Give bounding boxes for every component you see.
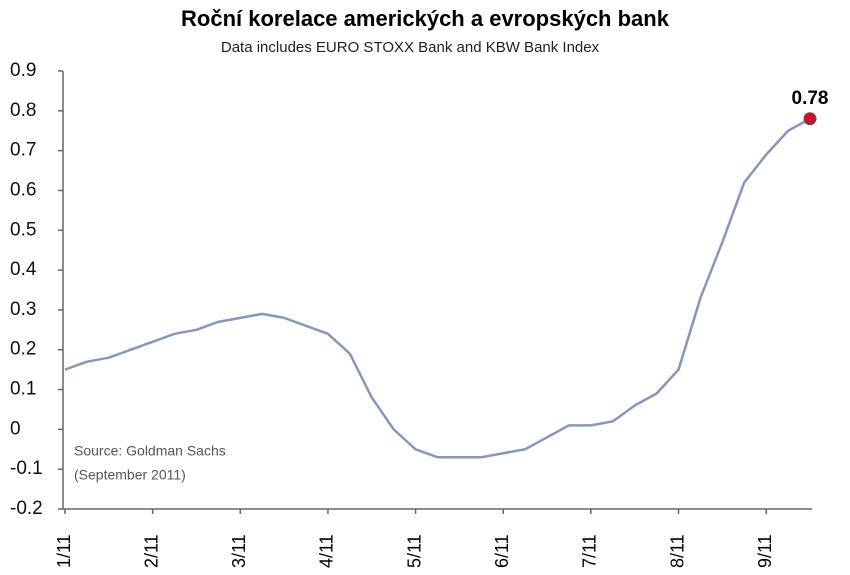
y-tick-label: 0.7 [10,140,36,161]
x-tick-label: 9/11 [755,534,775,568]
y-tick-label: 0.6 [10,179,36,200]
x-tick-label: 7/11 [580,534,600,568]
x-tick-label: 2/11 [141,534,161,568]
x-tick-label: 5/11 [404,534,424,568]
y-tick-label: 0.9 [10,60,36,81]
y-tick-label: 0.2 [10,339,36,360]
y-tick-label: 0.4 [10,259,37,280]
data-line [64,117,811,459]
x-tick-label: 6/11 [492,534,512,568]
y-tick-label: -0.1 [10,458,43,479]
chart-title: Roční korelace amerických a evropských b… [181,6,670,31]
end-marker [803,112,817,126]
y-tick-label: 0.8 [10,100,36,121]
y-tick-label: -0.2 [10,498,43,519]
data-label: 0.78 [792,88,829,109]
x-tick-label: 4/11 [317,534,337,568]
chart-subtitle: Data includes EURO STOXX Bank and KBW Ba… [221,39,600,56]
source-note: (September 2011) [74,467,186,483]
y-tick-label: 0.3 [10,299,36,320]
x-tick-label: 1/11 [54,534,74,568]
y-tick-label: 0.1 [10,379,36,400]
x-tick-label: 8/11 [667,534,687,568]
source-note: Source: Goldman Sachs [74,443,226,459]
y-tick-label: 0.5 [10,219,36,240]
x-tick-label: 3/11 [229,534,249,568]
y-tick-label: 0 [10,418,21,439]
